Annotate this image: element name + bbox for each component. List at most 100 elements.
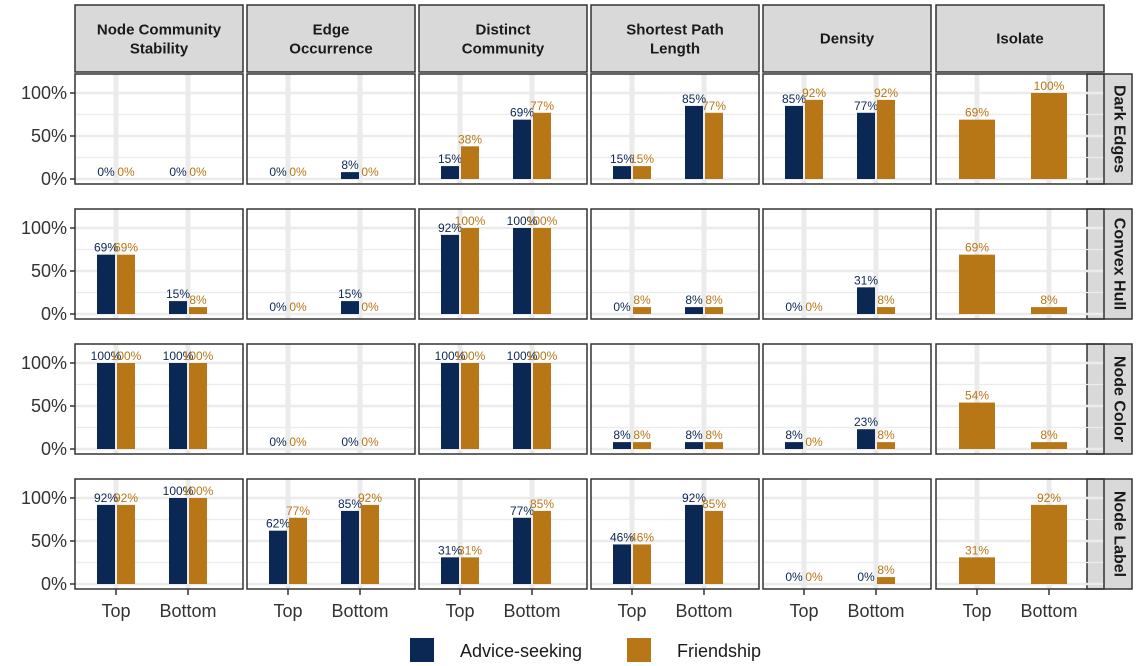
bar-friendship-bottom [361,504,379,584]
bar-friendship-bottom [877,99,895,179]
bar-label: 0% [805,435,823,449]
bar-label: 38% [458,132,482,146]
bar-label: 0% [785,570,803,584]
facet-strip-node-color: Node Color [1086,343,1133,455]
y-axis: 0% 50% 100% [21,218,75,324]
bar-label: 0% [289,435,307,449]
bar-label: 0% [169,165,187,179]
panel-border [418,73,588,185]
bar-label: 92% [874,86,898,100]
bar-advice-seeking-top [613,544,631,584]
facet-column-label: Distinct Community [462,22,545,58]
y-tick-label: 0% [41,439,67,459]
x-axis: Top Bottom [962,589,1078,621]
bar-friendship-top [633,442,651,449]
bar-label: 8% [1040,293,1058,307]
bar-advice-seeking-top [97,504,115,584]
bar-label: 85% [782,92,806,106]
bar-friendship-top [633,307,651,314]
bar-friendship-bottom [1031,307,1067,314]
bar-friendship-bottom [877,442,895,449]
legend-label: Friendship [677,641,761,661]
panel-border [590,478,760,590]
bar-friendship-top [289,517,307,584]
bar-advice-seeking-top [441,557,459,584]
bar-advice-seeking-top [97,254,115,314]
y-tick-label: 0% [41,574,67,594]
bar-friendship-top [461,557,479,584]
panel-dark-edges-node-community-stability: 0% 0% 0% 0% [74,73,244,185]
panel-grid [591,209,759,319]
y-tick-label: 0% [41,304,67,324]
bar-advice-seeking-bottom [857,112,875,179]
panel-border [246,343,416,455]
panel-convex-hull-edge-occurrence: 0% 0%15%0% [246,208,416,320]
bar-label: 100% [507,214,538,228]
bar-label: 15% [438,152,462,166]
bar-friendship-top [805,99,823,179]
bar-label: 0% [117,165,135,179]
facet-column-label: Density [820,31,875,48]
bar-label: 15% [610,152,634,166]
panel-node-label-node-community-stability: 92%92% 100%100% [74,478,244,590]
bar-label: 100% [527,214,558,228]
bar-label: 69% [965,106,989,120]
facet-strip-distinct-community: Distinct Community [418,4,588,73]
x-axis: Top Bottom [617,589,733,621]
bar-label: 92% [94,491,118,505]
bar-label: 15% [166,287,190,301]
panel-border [74,73,244,185]
panel-grid [75,74,243,184]
bar-label: 15% [338,287,362,301]
bar-friendship-bottom [705,112,723,179]
panel-grid [247,344,415,454]
bar-label: 69% [965,241,989,255]
bar-label: 8% [189,293,207,307]
panel-dark-edges-distinct-community: 15% 38% 69%77% [418,73,588,185]
facet-column-label: Edge Occurrence [289,22,372,58]
legend-item-advice-seeking: Advice-seeking [410,638,582,662]
panel-node-color-distinct-community: 100%100% 100%100% [418,343,588,455]
bar-advice-seeking-top [785,105,803,179]
bar-label: 31% [965,543,989,557]
x-axis: Top Bottom [273,589,389,621]
bar-advice-seeking-bottom [169,363,187,449]
bar-friendship-bottom [189,307,207,314]
panel-node-label-edge-occurrence: 62%77% 85%92% [246,478,416,590]
panel-border [418,343,588,455]
panel-border [762,208,932,320]
bar-label: 0% [289,300,307,314]
bar-label: 8% [1040,428,1058,442]
bar-label: 85% [702,497,726,511]
bar-label: 0% [341,435,359,449]
bar-label: 92% [438,221,462,235]
y-tick-label: 100% [21,218,67,238]
bar-friendship-top [959,119,995,179]
panel-border [74,478,244,590]
bar-friendship-top [959,557,995,584]
panel-convex-hull-node-community-stability: 69%69% 15% 8% [74,208,244,320]
panel-grid [763,209,931,319]
y-tick-label: 50% [31,531,67,551]
facet-strip-dark-edges: Dark Edges [1086,73,1133,185]
panel-dark-edges-density: 85%92%77%92% [762,73,932,185]
bar-friendship-bottom [1031,442,1067,449]
bar-label: 100% [91,349,122,363]
y-tick-label: 50% [31,126,67,146]
legend-swatch [627,638,651,662]
facet-strip-density: Density [762,4,932,73]
panel-border [418,208,588,320]
bar-label: 85% [530,497,554,511]
bar-label: 8% [633,428,651,442]
panel-border [246,478,416,590]
x-tick-label: Top [101,601,130,621]
bar-label: 92% [802,86,826,100]
bar-friendship-top [959,402,995,449]
x-axis: Top Bottom [445,589,561,621]
bar-friendship-bottom [189,363,207,449]
bar-advice-seeking-top [613,166,631,179]
bar-friendship-top [117,254,135,314]
bar-label: 31% [854,273,878,287]
bar-label: 77% [854,99,878,113]
panel-border [762,478,932,590]
